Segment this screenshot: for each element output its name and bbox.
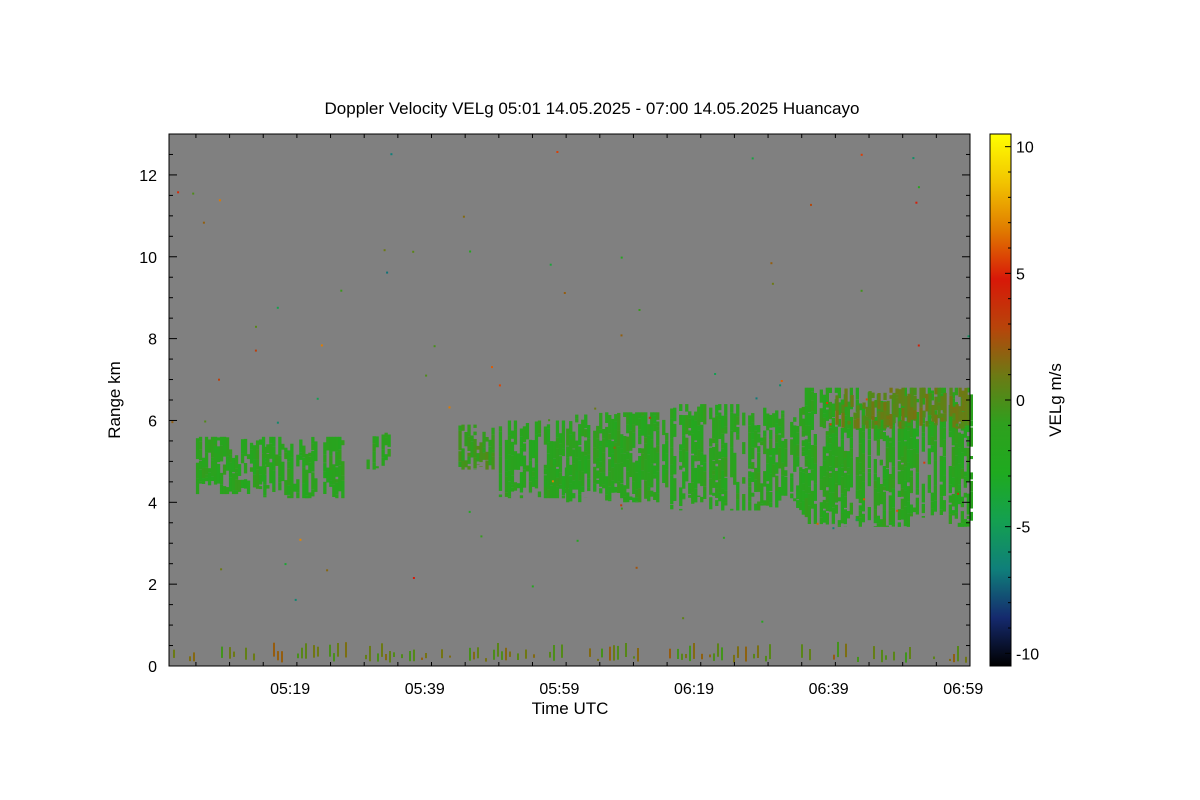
velocity-patch [195,436,266,495]
x-axis: 05:19 05:39 05:59 06:19 06:39 06:59 [195,134,983,698]
colorbar-label: VELg m/s [1046,363,1065,437]
colorbar-tick-label: 0 [1016,393,1025,410]
y-tick-label: 12 [139,168,157,185]
velocity-patch [498,420,569,499]
colorbar-ticks: 10 5 0 -5 -10 [1005,140,1039,663]
y-axis: 0 2 4 6 8 10 12 [139,133,970,676]
y-tick-label: 10 [139,250,157,267]
x-tick-label: 06:59 [943,681,983,698]
x-tick-label: 05:19 [270,681,310,698]
y-tick-label: 2 [148,577,157,594]
velocity-patch [263,436,345,499]
colorbar-tick-label: 5 [1016,266,1025,283]
y-tick-label: 0 [148,659,157,676]
colorbar-tick-label: -5 [1016,520,1030,537]
x-axis-label: Time UTC [532,699,609,718]
velocity-patch [835,387,971,429]
velocity-patch [458,424,495,470]
speckle-noise [171,151,970,623]
y-tick-label: 8 [148,332,157,349]
velocity-patch [566,412,669,503]
x-tick-label: 06:19 [674,681,714,698]
velocity-patch [366,432,391,470]
x-tick-label: 05:59 [539,681,579,698]
colorbar: 10 5 0 -5 -10 VELg m/s [989,133,1065,667]
colorbar-tick-label: -10 [1016,646,1039,663]
y-tick-label: 4 [148,495,157,512]
colorbar-tick-label: 10 [1016,140,1034,157]
plot-area [168,133,973,667]
velocity-patch [670,404,803,511]
chart-title: Doppler Velocity VELg 05:01 14.05.2025 -… [325,99,860,118]
y-axis-label: Range km [105,361,124,438]
x-tick-label: 06:39 [809,681,849,698]
y-tick-label: 6 [148,413,157,430]
x-tick-label: 05:39 [405,681,445,698]
velocity-patches [173,387,973,663]
velocity-patch [173,641,967,663]
